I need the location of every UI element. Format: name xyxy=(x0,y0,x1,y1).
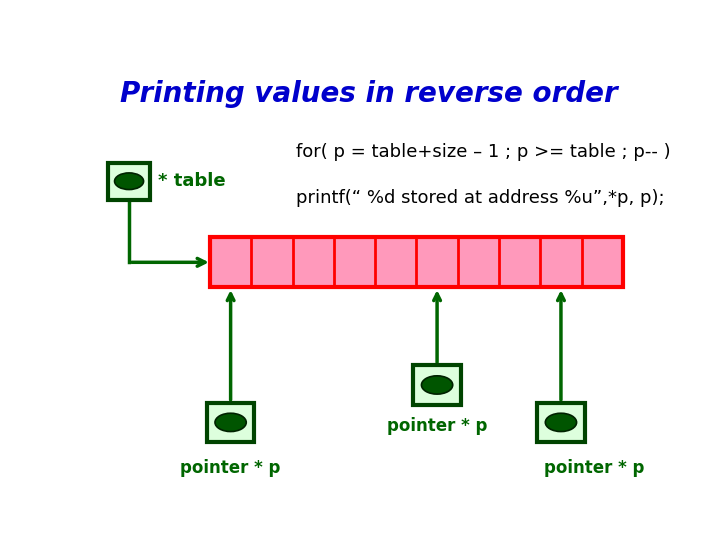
Text: for( p = table+size – 1 ; p >= table ; p-- ): for( p = table+size – 1 ; p >= table ; p… xyxy=(297,143,671,161)
Ellipse shape xyxy=(421,376,453,394)
FancyBboxPatch shape xyxy=(413,365,461,404)
Text: pointer * p: pointer * p xyxy=(387,417,487,435)
Text: * table: * table xyxy=(158,172,226,190)
Ellipse shape xyxy=(114,173,143,190)
Text: printf(“ %d stored at address %u”,*p, p);: printf(“ %d stored at address %u”,*p, p)… xyxy=(297,189,665,207)
FancyBboxPatch shape xyxy=(207,403,254,442)
FancyBboxPatch shape xyxy=(210,238,623,287)
Text: pointer * p: pointer * p xyxy=(181,459,281,477)
FancyBboxPatch shape xyxy=(537,403,585,442)
FancyBboxPatch shape xyxy=(108,163,150,200)
Text: pointer * p: pointer * p xyxy=(544,459,644,477)
Ellipse shape xyxy=(215,413,246,431)
Ellipse shape xyxy=(545,413,577,431)
Text: Printing values in reverse order: Printing values in reverse order xyxy=(120,80,618,108)
